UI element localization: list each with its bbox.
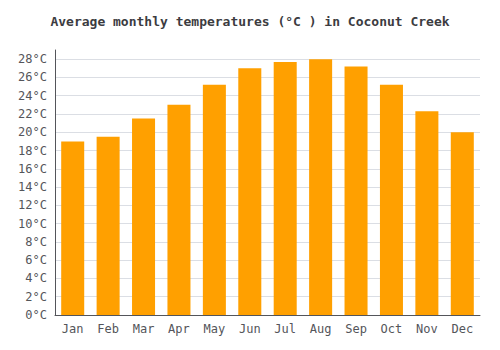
svg-text:16°C: 16°C xyxy=(18,162,47,176)
svg-text:12°C: 12°C xyxy=(18,198,47,212)
svg-text:4°C: 4°C xyxy=(25,271,47,285)
svg-text:24°C: 24°C xyxy=(18,89,47,103)
svg-text:Apr: Apr xyxy=(168,322,190,336)
svg-text:0°C: 0°C xyxy=(25,308,47,322)
svg-text:28°C: 28°C xyxy=(18,52,47,66)
svg-text:Jun: Jun xyxy=(239,322,261,336)
svg-text:8°C: 8°C xyxy=(25,235,47,249)
svg-text:26°C: 26°C xyxy=(18,70,47,84)
svg-text:Sep: Sep xyxy=(345,322,367,336)
svg-text:Feb: Feb xyxy=(97,322,119,336)
svg-text:May: May xyxy=(204,322,226,336)
svg-text:10°C: 10°C xyxy=(18,217,47,231)
svg-text:Jan: Jan xyxy=(62,322,84,336)
svg-text:14°C: 14°C xyxy=(18,180,47,194)
svg-text:Average monthly temperatures (: Average monthly temperatures (°C ) in Co… xyxy=(50,14,449,29)
svg-text:Mar: Mar xyxy=(133,322,155,336)
svg-text:6°C: 6°C xyxy=(25,253,47,267)
svg-text:Nov: Nov xyxy=(416,322,438,336)
svg-text:18°C: 18°C xyxy=(18,144,47,158)
svg-text:20°C: 20°C xyxy=(18,125,47,139)
svg-text:Aug: Aug xyxy=(310,322,332,336)
svg-text:Oct: Oct xyxy=(381,322,403,336)
svg-text:Jul: Jul xyxy=(274,322,296,336)
svg-text:22°C: 22°C xyxy=(18,107,47,121)
svg-text:Dec: Dec xyxy=(451,322,473,336)
svg-text:2°C: 2°C xyxy=(25,290,47,304)
